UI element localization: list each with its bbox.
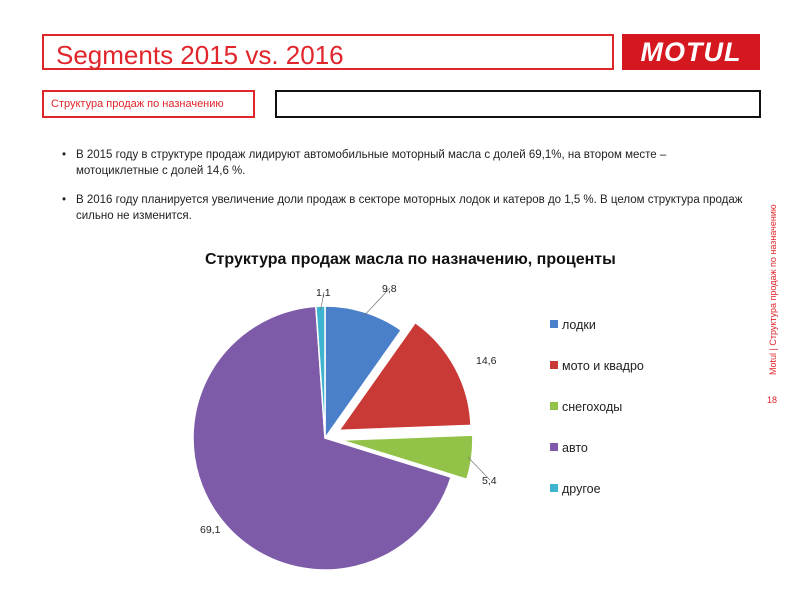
legend-swatch-auto bbox=[550, 443, 558, 451]
bullet-text: В 2016 году планируется увеличение доли … bbox=[76, 194, 743, 222]
bullet-item: • В 2015 году в структуре продаж лидирую… bbox=[62, 147, 752, 179]
logo-text: MOTUL bbox=[640, 37, 742, 67]
page-number: 18 bbox=[767, 395, 778, 405]
leader-line bbox=[320, 291, 325, 311]
legend-swatch-snow bbox=[550, 402, 558, 410]
chart-title: Структура продаж масла по назначению, пр… bbox=[205, 251, 616, 268]
leader-line bbox=[467, 456, 491, 481]
motul-logo: MOTUL bbox=[622, 34, 760, 70]
legend-swatch-boats bbox=[550, 320, 558, 328]
data-label-moto: 14,6 bbox=[476, 355, 497, 367]
pie-slice-moto bbox=[337, 321, 472, 432]
legend-label: снегоходы bbox=[562, 400, 623, 414]
pie-slice-boats bbox=[324, 305, 403, 441]
title-box: Segments 2015 vs. 2016 bbox=[42, 34, 614, 70]
data-label-snow: 5,4 bbox=[482, 475, 497, 487]
bullet-dot: • bbox=[62, 194, 67, 206]
legend-swatch-moto bbox=[550, 361, 558, 369]
bullet-list: • В 2015 году в структуре продаж лидирую… bbox=[62, 147, 752, 237]
empty-header-bar bbox=[275, 90, 761, 118]
data-label-other: 1,1 bbox=[316, 287, 331, 299]
page-title: Segments 2015 vs. 2016 bbox=[56, 40, 344, 70]
legend-label: другое bbox=[562, 482, 601, 496]
pie-slice-auto bbox=[192, 305, 452, 571]
bullet-dot: • bbox=[62, 149, 67, 161]
legend-swatch-other bbox=[550, 484, 558, 492]
subtitle: Структура продаж по назначению bbox=[51, 98, 224, 110]
data-label-auto: 69,1 bbox=[200, 524, 221, 536]
leader-line bbox=[363, 287, 391, 317]
bullet-item: • В 2016 году планируется увеличение дол… bbox=[62, 192, 752, 224]
legend-label: лодки bbox=[562, 318, 596, 332]
legend-label: авто bbox=[562, 441, 588, 455]
pie-slice-snow bbox=[340, 434, 474, 481]
data-label-boats: 9,8 bbox=[382, 283, 397, 295]
legend-label: мото и квадро bbox=[562, 359, 644, 373]
pie-slice-other bbox=[315, 305, 326, 439]
bullet-text: В 2015 году в структуре продаж лидируют … bbox=[76, 149, 667, 177]
subtitle-box: Структура продаж по назначению bbox=[42, 90, 255, 118]
